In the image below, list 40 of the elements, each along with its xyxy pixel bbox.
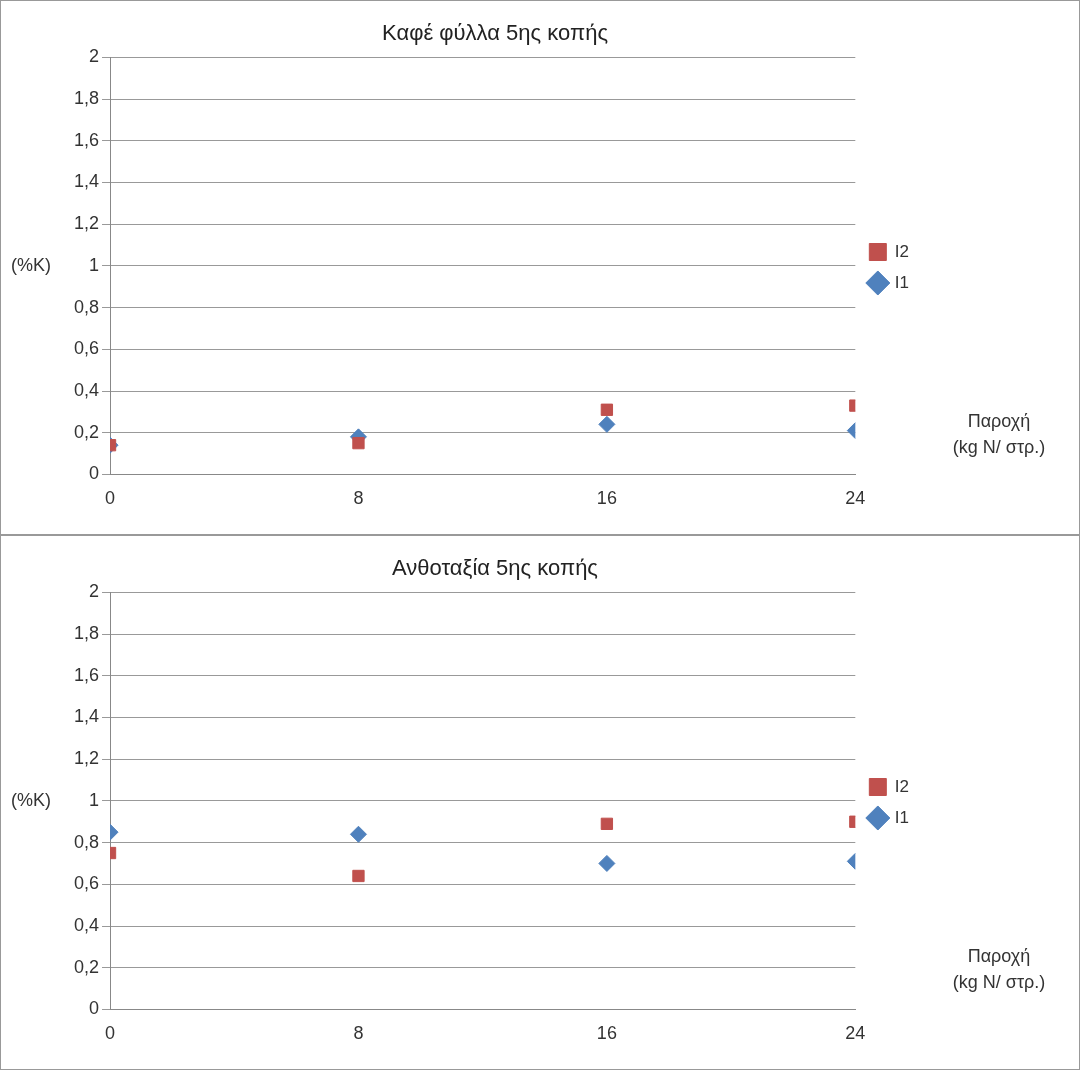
chart-title: Ανθοταξία 5ης κοπής (392, 555, 598, 581)
y-tick-label: 1,8 (73, 623, 100, 644)
y-tick-label: 0,4 (73, 914, 100, 935)
y-tick-label: 1,6 (73, 129, 100, 150)
y-tick-label: 0,6 (73, 338, 100, 359)
legend-label: I1 (894, 807, 910, 827)
y-tick-label: 0 (89, 998, 100, 1019)
legend-label: I2 (894, 241, 910, 261)
y-axis-title: (%K) (11, 254, 51, 275)
x-tick-label: 0 (105, 488, 116, 509)
x-axis-title: Παροχή (kg N/ στρ.) (952, 946, 1046, 993)
y-tick-label: 0,8 (73, 296, 100, 317)
x-tick-label: 8 (353, 1023, 364, 1044)
y-tick-label: 0,6 (73, 873, 100, 894)
y-tick-label: 2 (89, 46, 100, 67)
legend-label: I1 (894, 272, 910, 292)
y-tick-label: 0,4 (73, 379, 100, 400)
x-tick-label: 24 (845, 488, 866, 509)
legend-label: I2 (894, 776, 910, 796)
y-tick-label: 2 (89, 581, 100, 602)
x-tick-label: 16 (596, 1023, 617, 1044)
y-tick-label: 1,4 (73, 171, 100, 192)
y-axis-title: (%K) (11, 789, 51, 810)
y-tick-label: 1,4 (73, 706, 100, 727)
y-tick-label: 0 (89, 463, 100, 484)
y-tick-label: 1,2 (73, 213, 100, 234)
x-tick-label: 24 (845, 1023, 866, 1044)
y-tick-label: 0,2 (73, 421, 100, 442)
x-tick-label: 16 (596, 488, 617, 509)
x-tick-label: 8 (353, 488, 364, 509)
x-tick-label: 0 (105, 1023, 116, 1044)
y-tick-label: 0,8 (73, 831, 100, 852)
y-tick-label: 1,6 (73, 664, 100, 685)
y-tick-label: 1 (89, 254, 100, 275)
y-tick-label: 1,2 (73, 748, 100, 769)
x-axis-title: Παροχή (kg N/ στρ.) (952, 411, 1046, 458)
chart-title: Καφέ φύλλα 5ης κοπής (382, 20, 608, 46)
y-tick-label: 0,2 (73, 956, 100, 977)
y-tick-label: 1 (89, 789, 100, 810)
y-tick-label: 1,8 (73, 88, 100, 109)
